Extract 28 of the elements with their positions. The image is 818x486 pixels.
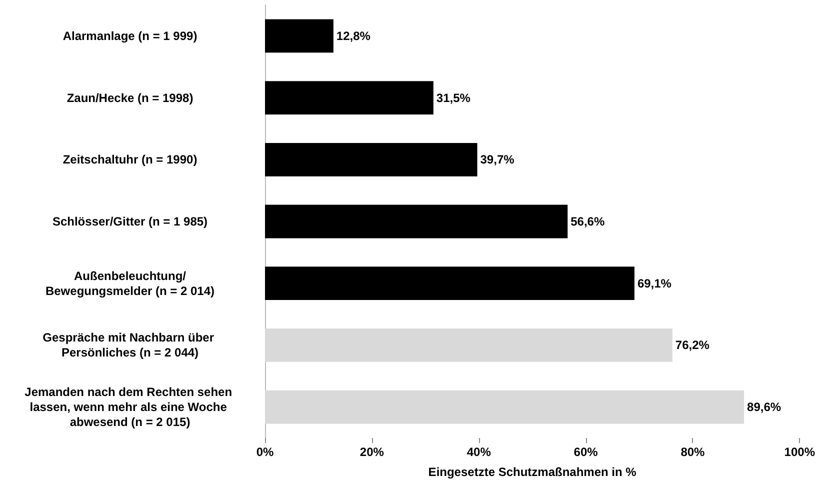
bar [265,390,744,424]
x-tick-label: 0% [256,445,274,459]
data-label: 56,6% [570,214,605,228]
y-tick-label: Jemanden nach dem Rechten sehen lassen, wenn mehr als eine Woche abwesend (n = 2 015) [24,385,236,430]
x-tick-label: 100% [784,445,816,459]
x-tick-label: 80% [680,445,706,459]
data-label: 69,1% [637,276,672,290]
bar [265,81,434,114]
y-tick-label: Alarmanlage (n = 1 999) [62,28,198,43]
data-label: 31,5% [436,90,471,105]
x-tick-label: 40% [466,445,492,459]
bar [265,19,334,53]
y-tick-label: Gespräche mit Nachbarn über Persönliches (n = 2 044) [42,330,218,360]
bar [265,142,478,176]
y-tick-label: Zaun/Hecke (n = 1998) [66,90,194,105]
bar [265,328,672,362]
bar [265,266,634,300]
y-tick-label: Schlösser/Gitter (n = 1 985) [52,214,208,228]
x-tick-label: 20% [360,445,384,459]
x-tick-label: 60% [574,445,598,459]
y-tick-label: Außenbeleuchtung/Bewegungsmelder (n = 2 014) [45,268,215,298]
data-label: 12,8% [336,28,371,43]
x-axis-title: Eingesetzte Schutzmaßnahmen in % [428,465,637,479]
y-tick-label: Zeitschaltuhr (n = 1990) [62,152,198,167]
data-label: 39,7% [480,152,515,167]
bar [265,204,568,238]
data-label: 89,6% [747,400,782,414]
data-label: 76,2% [675,338,710,352]
